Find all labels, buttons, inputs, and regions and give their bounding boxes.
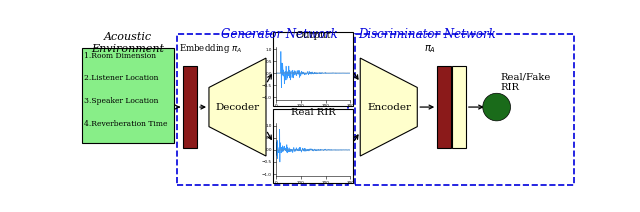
Ellipse shape — [483, 93, 511, 121]
Text: $\pi_A$: $\pi_A$ — [424, 43, 436, 55]
Bar — [273, 109, 353, 183]
Bar — [83, 48, 174, 143]
Text: Acoustic
Environment: Acoustic Environment — [92, 32, 164, 54]
Text: 3.Speaker Location: 3.Speaker Location — [84, 97, 159, 105]
Text: Real/Fake
RIR: Real/Fake RIR — [500, 73, 551, 92]
Bar — [355, 33, 573, 186]
Bar — [437, 66, 451, 148]
Bar — [452, 66, 466, 148]
Polygon shape — [360, 58, 417, 156]
Text: Encoder: Encoder — [367, 103, 411, 112]
Text: Decoder: Decoder — [216, 103, 260, 112]
Bar — [273, 32, 353, 106]
Text: Embedding $\pi_A$: Embedding $\pi_A$ — [179, 42, 243, 55]
Text: 4.Reverberation Time: 4.Reverberation Time — [84, 120, 168, 128]
Text: Generator Network: Generator Network — [221, 28, 338, 41]
Text: 1.Room Dimension: 1.Room Dimension — [84, 52, 156, 60]
Polygon shape — [209, 58, 266, 156]
Bar — [183, 66, 197, 148]
Text: Output: Output — [296, 31, 331, 40]
Text: Discriminator Network: Discriminator Network — [358, 28, 495, 41]
Text: 2.Listener Location: 2.Listener Location — [84, 74, 159, 82]
Text: Real RIR: Real RIR — [291, 108, 335, 117]
Bar — [177, 33, 348, 186]
